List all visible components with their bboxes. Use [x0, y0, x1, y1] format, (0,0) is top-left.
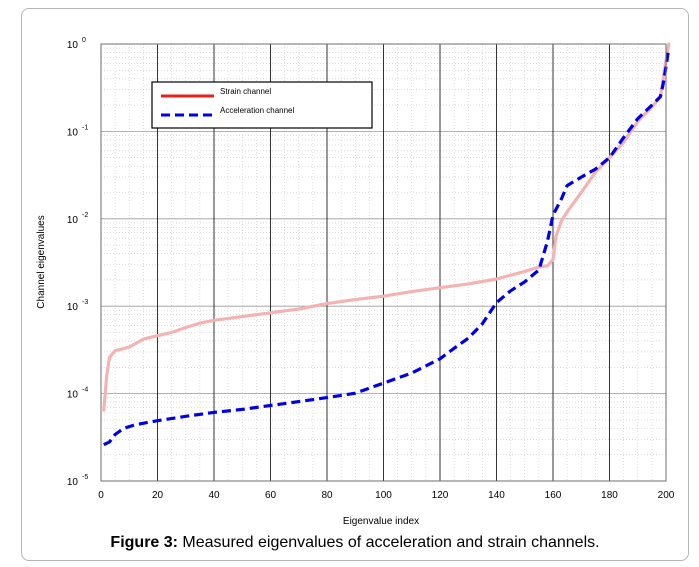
y-tick-exponent: -3	[82, 299, 88, 306]
x-tick-label: 200	[658, 490, 675, 501]
y-tick-exponent: 0	[82, 37, 86, 44]
y-tick-exponent: -4	[82, 387, 88, 394]
x-tick-label: 60	[265, 490, 277, 501]
x-tick-label: 120	[432, 490, 449, 501]
legend: Strain channel Acceleration channel	[151, 81, 373, 129]
x-tick-label: 20	[152, 490, 164, 501]
y-tick-label: 10	[67, 302, 79, 313]
x-tick-label: 0	[98, 490, 104, 501]
y-tick-exponent: -5	[82, 474, 88, 481]
x-tick-label: 100	[375, 490, 392, 501]
series-line-strain	[102, 42, 671, 412]
legend-label-strain: Strain channel	[220, 87, 271, 96]
series-layer	[102, 42, 671, 447]
series-line-acceleration	[103, 47, 671, 447]
figure-caption-label: Figure 3:	[110, 534, 178, 551]
x-tick-label: 80	[321, 490, 333, 501]
y-tick-label: 10	[67, 390, 79, 401]
x-tick-label: 180	[601, 490, 618, 501]
figure-caption: Figure 3: Measured eigenvalues of accele…	[21, 534, 689, 552]
plot-border	[100, 43, 667, 482]
x-axis-label: Eigenvalue index	[343, 516, 419, 527]
legend-box	[151, 81, 373, 129]
y-tick-label: 10	[67, 40, 79, 51]
legend-label-acceleration: Acceleration channel	[220, 106, 294, 115]
y-axis-label: Channel eigenvalues	[36, 215, 47, 308]
y-tick-label: 10	[67, 477, 79, 488]
y-tick-label: 10	[67, 127, 79, 138]
y-tick-exponent: -2	[82, 212, 88, 219]
y-tick-exponent: -1	[82, 124, 88, 131]
x-tick-label: 160	[545, 490, 562, 501]
y-tick-label: 10	[67, 215, 79, 226]
x-tick-labels: 0 20 40 60 80 100 120 140 160 180 200	[98, 490, 675, 501]
axes	[100, 43, 667, 482]
x-tick-label: 40	[208, 490, 220, 501]
x-tick-label: 140	[488, 490, 505, 501]
figure-caption-text: Measured eigenvalues of acceleration and…	[177, 534, 600, 551]
